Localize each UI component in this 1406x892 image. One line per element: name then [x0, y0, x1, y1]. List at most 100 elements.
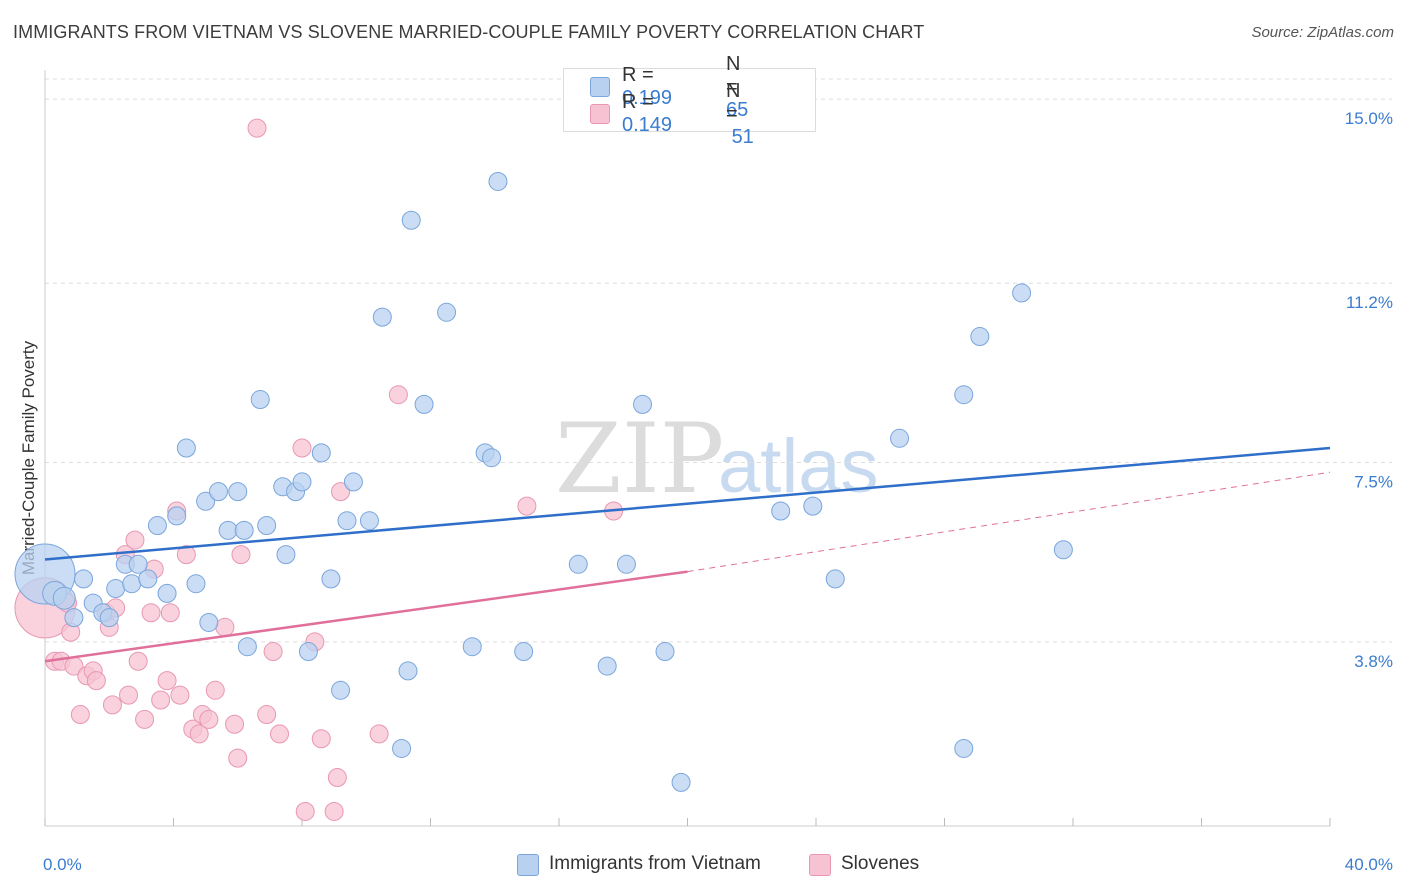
x-tick-label: 40.0%: [1345, 855, 1393, 874]
slovenes-point: [199, 709, 219, 729]
vietnam-point: [208, 482, 228, 502]
vietnam-point: [228, 482, 248, 502]
bottom-legend-swatch-slovenes: [809, 854, 831, 876]
slovenes-point: [324, 801, 344, 821]
watermark-atlas: atlas: [718, 424, 879, 509]
vietnam-point: [128, 554, 148, 574]
vietnam-point: [633, 394, 653, 414]
legend-n-label-vietnam: N =: [726, 52, 741, 98]
slovenes-point: [70, 705, 90, 725]
legend-r-value-vietnam: 0.199: [622, 87, 673, 109]
vietnam-point: [237, 637, 257, 657]
vietnam-point: [597, 656, 617, 676]
slovenes-point: [369, 724, 389, 744]
vietnam-point: [803, 496, 823, 516]
vietnam-point: [234, 520, 254, 540]
vietnam-point: [52, 586, 76, 610]
vietnam-point: [331, 680, 351, 700]
slovenes-point: [517, 496, 537, 516]
vietnam-point: [276, 545, 296, 565]
slovenes-point: [215, 617, 235, 637]
slovenes-point: [135, 709, 155, 729]
slovenes-point: [102, 695, 122, 715]
slovenes-point: [311, 729, 331, 749]
vietnam-point: [671, 772, 691, 792]
vietnam-point: [414, 394, 434, 414]
legend-n-vietnam: N = 65: [726, 53, 748, 122]
vietnam-point: [196, 491, 216, 511]
y-tick-label: 3.8%: [1354, 652, 1393, 671]
slovenes-point: [189, 724, 209, 744]
legend-r-vietnam: R = 0.199: [622, 64, 672, 110]
vietnam-point: [138, 569, 158, 589]
vietnam-point: [1012, 283, 1032, 303]
legend-n-value-slovenes: 51: [731, 125, 754, 148]
watermark-zip: ZIP: [555, 403, 724, 515]
source-label: Source: ZipAtlas.com: [1251, 24, 1394, 41]
slovenes-point: [205, 680, 225, 700]
vietnam-point: [771, 501, 791, 521]
bottom-legend-label-vietnam: Immigrants from Vietnam: [549, 853, 761, 874]
vietnam-point: [954, 738, 974, 758]
slovenes-point: [257, 705, 277, 725]
chart-title: IMMIGRANTS FROM VIETNAM VS SLOVENE MARRI…: [13, 22, 925, 42]
vietnam-point: [147, 516, 167, 536]
vietnam-point: [250, 390, 270, 410]
legend-n-slovenes: N = 51: [726, 80, 754, 149]
slovenes-point: [157, 671, 177, 691]
vietnam-point: [106, 579, 126, 599]
vietnam-point: [176, 438, 196, 458]
slovenes-point: [119, 685, 139, 705]
slovenes-point: [170, 685, 190, 705]
slovenes-point: [270, 724, 290, 744]
vietnam-point: [337, 511, 357, 531]
vietnam-point: [157, 583, 177, 603]
vietnam-point: [437, 302, 457, 322]
legend-swatch-slovenes: [590, 104, 610, 124]
slovenes-trend-extension: [687, 471, 1331, 573]
slovenes-point: [231, 545, 251, 565]
legend-n-label-slovenes: N =: [726, 79, 741, 125]
vietnam-point: [122, 574, 142, 594]
slovenes-point: [331, 482, 351, 502]
slovenes-point: [176, 545, 196, 565]
slovenes-point: [225, 714, 245, 734]
vietnam-point: [392, 738, 412, 758]
vietnam-point: [257, 516, 277, 536]
slovenes-point: [141, 603, 161, 623]
y-axis-label: Married-Couple Family Poverty: [19, 340, 38, 575]
vietnam-point: [292, 472, 312, 492]
vietnam-point: [321, 569, 341, 589]
vietnam-point: [343, 472, 363, 492]
slovenes-point: [125, 530, 145, 550]
vietnam-point: [74, 569, 94, 589]
slovenes-point: [327, 768, 347, 788]
vietnam-point: [890, 428, 910, 448]
vietnam-point: [359, 511, 379, 531]
legend-r-label-slovenes: R =: [622, 91, 654, 113]
vietnam-point: [311, 443, 331, 463]
slovenes-point: [160, 603, 180, 623]
vietnam-point: [568, 554, 588, 574]
legend-r-slovenes: R = 0.149: [622, 91, 672, 137]
vietnam-point: [462, 637, 482, 657]
y-tick-label: 11.2%: [1346, 293, 1393, 312]
slovenes-point: [128, 651, 148, 671]
correlation-legend: R = 0.199 N = 65 R = 0.149 N = 51: [563, 53, 816, 148]
slovenes-point: [151, 690, 171, 710]
slovenes-point: [388, 385, 408, 405]
bottom-legend-label-slovenes: Slovenes: [841, 853, 920, 874]
vietnam-point: [99, 608, 119, 628]
vietnam-point: [1053, 540, 1073, 560]
vietnam-point: [64, 608, 84, 628]
vietnam-point: [298, 642, 318, 662]
legend-n-value-vietnam: 65: [726, 98, 749, 121]
vietnam-point: [218, 520, 238, 540]
vietnam-point: [616, 554, 636, 574]
vietnam-point: [488, 171, 508, 191]
vietnam-point: [514, 642, 534, 662]
vietnam-point: [482, 448, 502, 468]
slovenes-point: [228, 748, 248, 768]
vietnam-point: [398, 661, 418, 681]
slovenes-point: [247, 118, 267, 138]
